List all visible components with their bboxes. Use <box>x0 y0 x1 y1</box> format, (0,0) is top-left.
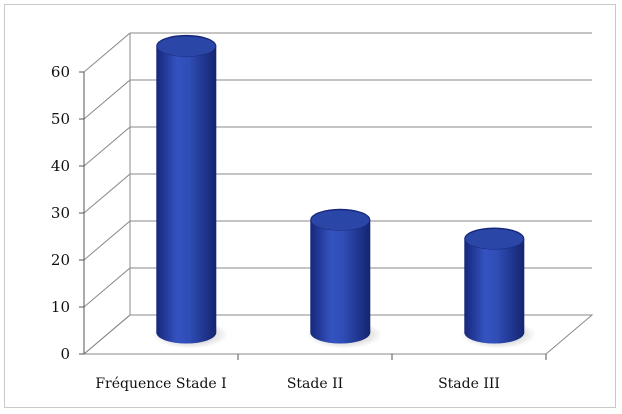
x-tick-label: Stade III <box>438 376 500 392</box>
y-tick-label: 50 <box>51 110 70 128</box>
x-tick-labels: Fréquence Stade I Stade II Stade III <box>95 376 500 392</box>
y-tick-label: 0 <box>60 345 70 363</box>
x-tick-label: Stade II <box>287 376 343 392</box>
y-tick-labels: 0 10 20 30 40 50 60 <box>51 63 70 363</box>
y-tick-label: 10 <box>51 298 70 316</box>
x-tick-label: Fréquence Stade I <box>95 376 226 392</box>
gridline <box>83 32 592 73</box>
bar <box>152 34 229 349</box>
bars-layer <box>152 34 537 349</box>
y-tick-label: 30 <box>51 204 70 222</box>
y-tick-label: 40 <box>51 157 70 175</box>
bar <box>306 208 383 349</box>
y-tick-label: 20 <box>51 251 70 269</box>
y-tick-label: 60 <box>51 63 70 81</box>
bar <box>460 227 537 349</box>
axis-layer <box>79 71 547 360</box>
